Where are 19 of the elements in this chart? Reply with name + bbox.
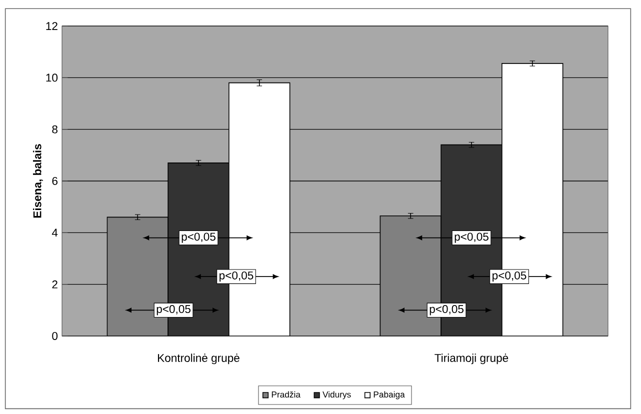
legend-label: Pradžia bbox=[272, 391, 300, 398]
x-tick-label: Tiriamoji grupė bbox=[434, 354, 508, 364]
legend-label: Pabaiga bbox=[374, 391, 405, 400]
y-tick-label: 6 bbox=[52, 177, 58, 185]
annotation: p<0,05 bbox=[156, 305, 190, 316]
y-axis-title: Eisena, balais bbox=[33, 144, 43, 218]
annotation: p<0,05 bbox=[220, 271, 254, 282]
y-tick-label: 0 bbox=[52, 332, 58, 340]
annotation: p<0,05 bbox=[430, 305, 464, 316]
annotation: p<0,05 bbox=[182, 232, 216, 243]
y-tick-label: 2 bbox=[52, 280, 58, 288]
y-tick-label: 10 bbox=[46, 74, 58, 82]
annotation: p<0,05 bbox=[492, 271, 526, 282]
x-tick-label: Kontrolinė grupė bbox=[158, 354, 240, 364]
y-tick-label: 12 bbox=[46, 22, 58, 30]
annotation: p<0,05 bbox=[454, 232, 488, 243]
y-tick-label: 8 bbox=[52, 125, 58, 134]
y-tick-label: 4 bbox=[52, 228, 58, 237]
legend-label: Vidurys bbox=[322, 391, 351, 400]
